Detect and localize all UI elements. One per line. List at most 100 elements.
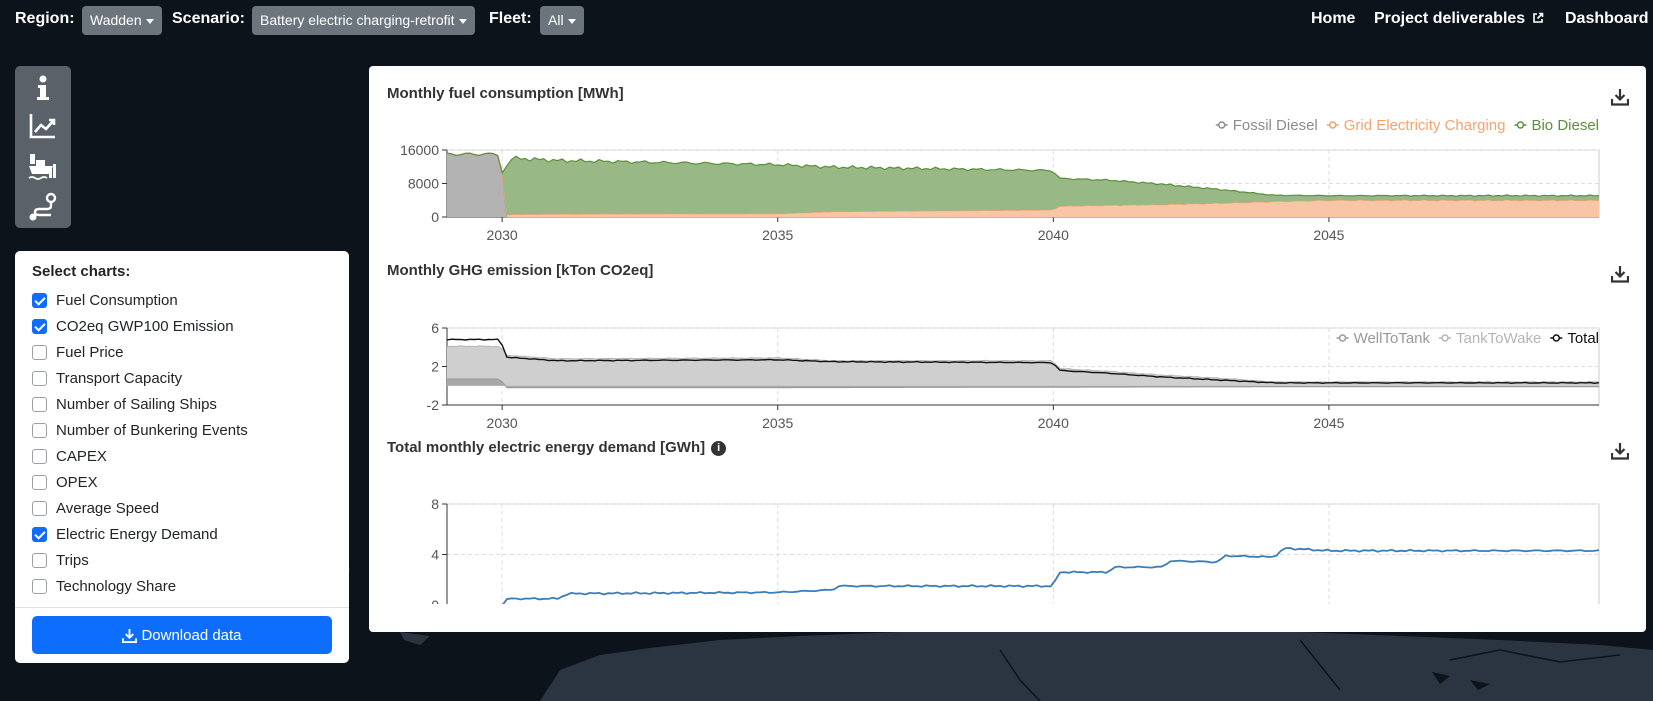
chart-option-opex[interactable]: OPEX — [32, 471, 98, 493]
checkbox[interactable] — [32, 292, 47, 308]
panel-divider — [15, 607, 349, 608]
region-label: Region: — [15, 10, 75, 27]
download-data-label: Download data — [141, 626, 242, 644]
chart-title-electric: Total monthly electric energy demand [GW… — [387, 439, 727, 456]
fleet-label: Fleet: — [489, 10, 532, 27]
legend-marker-dot — [1552, 334, 1561, 342]
legend-welltotank[interactable]: WellToTank — [1354, 330, 1431, 347]
chart-option-label: CO2eq GWP100 Emission — [56, 317, 234, 335]
line-welltotank — [447, 378, 1599, 389]
legend-marker-dot — [1441, 334, 1449, 342]
x-tick-label: 2035 — [762, 227, 793, 243]
y-tick-label: 8 — [431, 496, 439, 512]
legend-total[interactable]: Total — [1567, 330, 1599, 347]
caret-down-icon — [567, 18, 576, 24]
checkbox[interactable] — [32, 422, 47, 438]
chart-option-label: CAPEX — [56, 447, 107, 465]
chart-option-transport-capacity[interactable]: Transport Capacity — [32, 367, 182, 389]
area-tanktowake — [447, 345, 1599, 386]
chart-line-icon[interactable] — [27, 110, 59, 142]
legend-marker-dot — [1338, 334, 1347, 342]
legend-bio-diesel[interactable]: Bio Diesel — [1531, 117, 1599, 134]
y-tick-label: 6 — [431, 320, 439, 336]
x-tick-label: 2040 — [1038, 227, 1069, 243]
scenario-dropdown[interactable]: Battery electric charging-retrofit — [252, 6, 475, 35]
top-bar: Region: Wadden Scenario: Battery electri… — [0, 0, 1653, 42]
download-chart-icon[interactable] — [1611, 88, 1629, 106]
external-link-icon — [1532, 12, 1543, 23]
chart-option-label: Fuel Price — [56, 343, 124, 361]
region-dropdown[interactable]: Wadden — [82, 6, 162, 35]
line-electric-demand — [502, 547, 1600, 604]
chart-option-average-speed[interactable]: Average Speed — [32, 497, 159, 519]
caret-down-icon — [145, 18, 154, 24]
chart-option-label: Technology Share — [56, 577, 177, 595]
nav-deliverables-link[interactable]: Project deliverables — [1374, 10, 1544, 28]
chart-option-co2eq-gwp100-emission[interactable]: CO2eq GWP100 Emission — [32, 315, 234, 337]
x-tick-label: 2035 — [762, 415, 793, 428]
route-icon[interactable] — [27, 191, 59, 223]
checkbox[interactable] — [32, 396, 47, 412]
scenario-value: Battery electric charging-retrofit — [260, 12, 455, 28]
line-tanktowake — [446, 345, 1599, 383]
chart-option-technology-share[interactable]: Technology Share — [32, 575, 176, 597]
y-tick-label: -2 — [427, 397, 440, 413]
y-tick-label: 0 — [431, 209, 439, 225]
y-tick-label: 4 — [431, 547, 439, 563]
info-icon[interactable] — [27, 72, 59, 104]
legend-fossil-diesel[interactable]: Fossil Diesel — [1233, 117, 1318, 134]
info-icon[interactable]: i — [711, 441, 727, 456]
line-bio-diesel — [446, 152, 1600, 197]
checkbox[interactable] — [32, 474, 47, 490]
chart-option-label: Average Speed — [56, 499, 160, 517]
area-bio-diesel — [447, 153, 1599, 215]
chart-option-label: Fuel Consumption — [56, 291, 178, 309]
charts-panel: Monthly fuel consumption [MWh] 16000 8000… — [369, 66, 1646, 632]
chart-option-capex[interactable]: CAPEX — [32, 445, 107, 467]
fleet-value: All — [548, 12, 564, 28]
chart-option-fuel-price[interactable]: Fuel Price — [32, 341, 124, 363]
electric-demand-chart[interactable]: 8402030203520402045 — [369, 464, 1646, 604]
checkbox[interactable] — [32, 344, 47, 360]
x-tick-label: 2045 — [1313, 227, 1344, 243]
chart-option-label: Number of Sailing Ships — [56, 395, 217, 413]
download-chart-icon[interactable] — [1611, 265, 1629, 283]
chart-option-label: Electric Energy Demand — [56, 525, 218, 543]
download-icon — [122, 628, 138, 643]
legend-grid-electricity-charging[interactable]: Grid Electricity Charging — [1344, 117, 1506, 134]
checkbox[interactable] — [32, 370, 47, 386]
legend-marker-dot — [1329, 121, 1337, 129]
chart-option-number-of-bunkering-events[interactable]: Number of Bunkering Events — [32, 419, 248, 441]
y-tick-label: 2 — [431, 359, 439, 375]
checkbox[interactable] — [32, 526, 47, 542]
download-data-button[interactable]: Download data — [32, 616, 332, 654]
chart-title-fuel: Monthly fuel consumption [MWh] — [387, 85, 624, 102]
chart-option-electric-energy-demand[interactable]: Electric Energy Demand — [32, 523, 218, 545]
ghg-emission-chart[interactable]: 6 2 -2 2030 2035 2040 2045 Total TankToWake WellT… — [369, 288, 1646, 428]
chart-option-label: Number of Bunkering Events — [56, 421, 248, 439]
fuel-consumption-chart[interactable]: 16000 8000 0 2030 2035 2040 2045 Bio Diesel Grid… — [369, 110, 1646, 250]
x-tick-label: 2045 — [1313, 415, 1344, 428]
nav-dashboard-link[interactable]: Dashboard — [1565, 10, 1649, 27]
checkbox[interactable] — [32, 578, 47, 594]
region-value: Wadden — [90, 12, 142, 28]
checkbox[interactable] — [32, 318, 47, 334]
checkbox[interactable] — [32, 552, 47, 568]
fleet-dropdown[interactable]: All — [540, 6, 584, 35]
ship-icon[interactable] — [27, 151, 59, 183]
chart-option-trips[interactable]: Trips — [32, 549, 89, 571]
legend-marker-dot — [1217, 121, 1226, 129]
y-tick-label: 16000 — [400, 142, 439, 158]
x-tick-label: 2040 — [1038, 415, 1069, 428]
legend-tanktowake[interactable]: TankToWake — [1456, 330, 1541, 347]
checkbox[interactable] — [32, 500, 47, 516]
area-welltotank — [447, 379, 1599, 388]
download-chart-icon[interactable] — [1611, 442, 1629, 460]
y-tick-label: 0 — [431, 597, 439, 604]
caret-down-icon — [458, 18, 467, 24]
chart-option-number-of-sailing-ships[interactable]: Number of Sailing Ships — [32, 393, 217, 415]
nav-deliverables-label: Project deliverables — [1374, 10, 1526, 27]
chart-option-fuel-consumption[interactable]: Fuel Consumption — [32, 289, 178, 311]
nav-home-link[interactable]: Home — [1311, 10, 1356, 27]
checkbox[interactable] — [32, 448, 47, 464]
